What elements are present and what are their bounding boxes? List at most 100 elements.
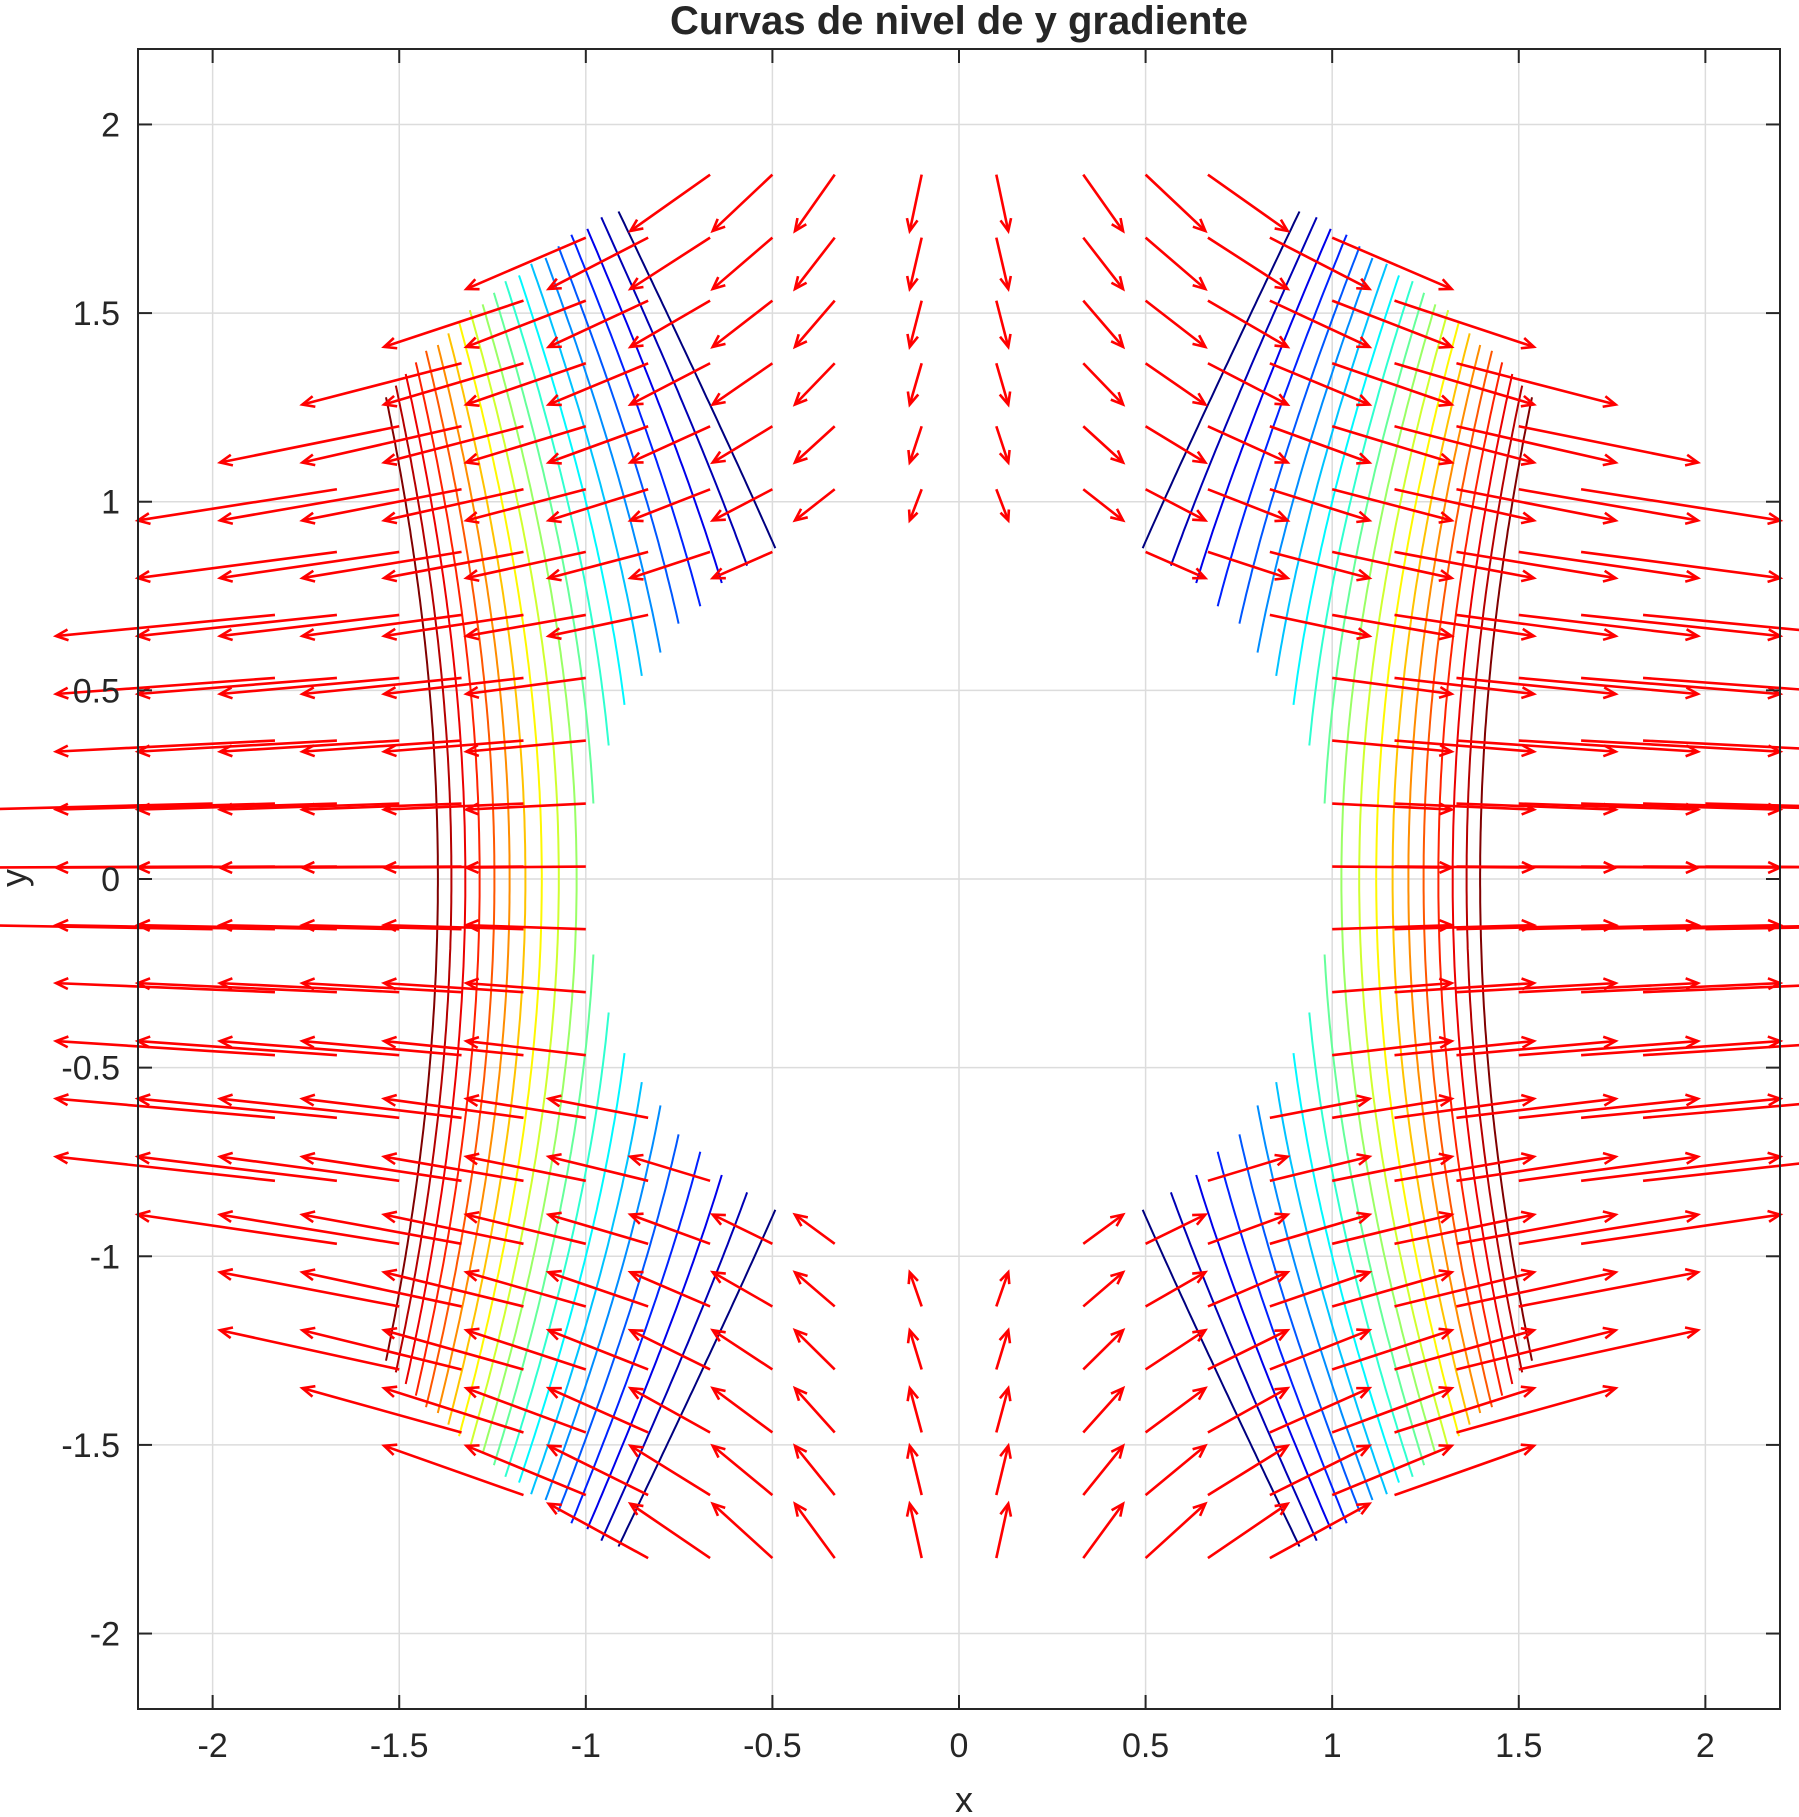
gradient-arrow: [1518, 1151, 1702, 1183]
gradient-arrow: [1144, 236, 1208, 292]
gradient-arrow: [463, 425, 587, 466]
gradient-arrow: [463, 1269, 587, 1308]
gradient-arrow: [905, 1500, 923, 1559]
x-axis-label: x: [955, 1779, 973, 1817]
contour-lines: [385, 211, 1533, 1547]
gradient-arrow: [627, 362, 711, 406]
gradient-arrow: [792, 1270, 836, 1308]
gradient-arrows: [0, 173, 1799, 1560]
gradient-arrow: [299, 1035, 462, 1057]
gradient-arrow: [1331, 236, 1455, 291]
x-tick-label: 0: [950, 1727, 969, 1765]
gradient-arrow: [216, 918, 400, 933]
gradient-arrow: [1394, 1385, 1537, 1434]
gradient-arrow: [1456, 676, 1619, 700]
gradient-arrow: [216, 1209, 400, 1246]
gradient-arrow: [545, 1152, 649, 1183]
gradient-arrow: [380, 918, 524, 933]
gradient-arrow: [1082, 425, 1126, 465]
gradient-arrow: [1642, 676, 1799, 691]
gradient-arrow: [463, 977, 586, 994]
gradient-arrow: [1269, 1502, 1373, 1560]
contour-line: [518, 275, 626, 706]
gradient-arrow: [1144, 425, 1209, 465]
gradient-arrow: [216, 676, 400, 700]
gradient-arrow: [995, 1385, 1012, 1433]
contour-line: [1216, 234, 1348, 607]
contour-line: [617, 211, 777, 549]
gradient-arrow: [627, 299, 711, 349]
gradient-arrow: [545, 488, 649, 524]
gradient-arrow: [1082, 488, 1126, 523]
gradient-arrow: [299, 977, 462, 994]
gradient-arrow: [1082, 1501, 1125, 1559]
gradient-arrow: [1207, 1501, 1291, 1560]
y-tick-label: 0.5: [73, 672, 120, 710]
gradient-arrow: [52, 977, 276, 994]
gradient-arrow: [1642, 1162, 1799, 1183]
gradient-arrow: [380, 1093, 524, 1120]
gradient-arrow: [1331, 488, 1455, 524]
gradient-arrow: [545, 1269, 649, 1308]
gradient-arrow: [906, 300, 923, 350]
y-tick-label: -1.5: [61, 1427, 120, 1465]
gradient-arrow: [1082, 1327, 1126, 1371]
contour-line: [414, 362, 481, 1396]
gradient-arrow: [1269, 1328, 1373, 1371]
gradient-arrow: [463, 1327, 587, 1371]
contour-line: [394, 385, 453, 1373]
gradient-arrow: [1456, 1326, 1619, 1371]
gradient-arrow: [1269, 1386, 1373, 1434]
gradient-arrow: [381, 425, 524, 466]
tick-labels: -2 -1.5 -1 -0.5 0 0.5 1 1.5 2 -2 -1.5 -1 -0.5 0 0.5 1 1.…: [61, 49, 1780, 1765]
gradient-arrow: [995, 1327, 1012, 1370]
gradient-arrow: [709, 425, 774, 465]
gradient-arrow: [1642, 1102, 1799, 1120]
gradient-arrow: [709, 1213, 773, 1245]
contour-line: [404, 373, 467, 1385]
gradient-arrow: [995, 300, 1012, 350]
gradient-arrow: [463, 362, 587, 408]
gradient-arrow: [1269, 1152, 1373, 1183]
gradient-arrow: [299, 488, 462, 525]
gradient-arrow: [1642, 613, 1799, 632]
gradient-arrow: [1082, 173, 1125, 234]
gradient-arrow: [905, 174, 923, 235]
gradient-arrow: [545, 1386, 649, 1434]
gradient-arrow: [1456, 425, 1619, 467]
gradient-arrow: [380, 977, 524, 994]
gradient-arrow: [1207, 1153, 1291, 1183]
gradient-arrow: [995, 237, 1013, 293]
gradient-arrow: [907, 488, 923, 524]
contour-line: [492, 954, 595, 1466]
gradient-arrow: [1331, 613, 1455, 641]
gradient-arrow: [299, 676, 462, 700]
contour-line: [1195, 1174, 1332, 1530]
y-tick-label: 1.5: [73, 295, 120, 333]
gradient-arrow: [216, 1151, 400, 1183]
gradient-arrow: [1144, 1443, 1208, 1497]
gradient-arrow: [1331, 1210, 1455, 1246]
gradient-arrow: [1207, 173, 1291, 233]
gradient-arrow: [907, 1269, 923, 1307]
gradient-arrow: [463, 1444, 587, 1497]
gradient-arrow: [1144, 488, 1209, 522]
gradient-arrow: [1207, 1444, 1291, 1497]
gradient-arrow: [299, 1384, 462, 1434]
contour-line: [1437, 362, 1504, 1396]
gradient-arrow: [1332, 1035, 1455, 1057]
gradient-arrow: [1518, 550, 1702, 583]
gradient-arrow: [1394, 1035, 1538, 1057]
gradient-arrow: [1394, 676, 1538, 700]
gradient-arrow: [906, 362, 923, 408]
gradient-arrow: [1332, 739, 1455, 758]
gradient-arrow: [299, 362, 462, 409]
contour-line: [544, 1105, 662, 1501]
x-tick-label: -2: [198, 1727, 228, 1765]
gradient-arrow: [1456, 739, 1619, 758]
gradient-arrow: [1518, 424, 1702, 467]
gradient-arrow: [216, 424, 400, 467]
gradient-arrow: [1331, 550, 1455, 583]
gradient-arrow: [1207, 236, 1291, 291]
